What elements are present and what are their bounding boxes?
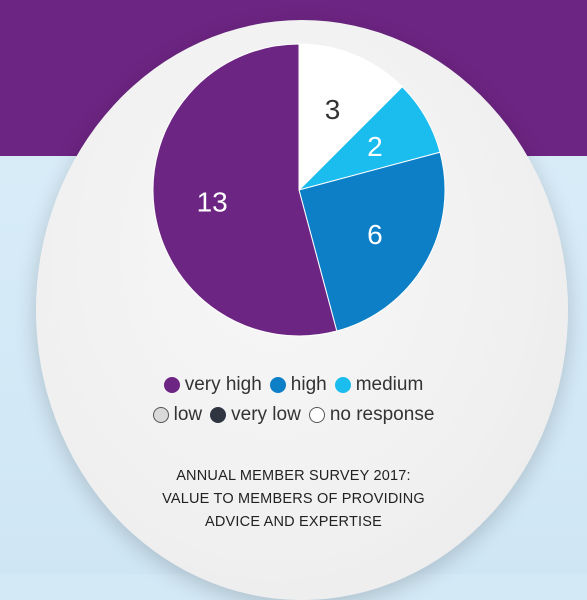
legend-label-no-response: no response xyxy=(329,404,435,425)
pie-slice-no-response xyxy=(298,43,403,192)
legend: very high high medium low very low no re… xyxy=(0,374,587,434)
legend-swatch-no-response xyxy=(308,407,325,423)
caption-line-2: VALUE TO MEMBERS OF PROVIDING xyxy=(162,491,425,507)
legend-swatch-medium xyxy=(334,377,351,393)
legend-label-very-high: very high xyxy=(184,374,262,395)
legend-swatch-very-high xyxy=(163,377,180,393)
caption-line-3: ADVICE AND EXPERTISE xyxy=(205,514,382,530)
pie-label-very-high: 13 xyxy=(197,186,228,217)
legend-swatch-very-low xyxy=(210,407,227,423)
pie-label-no-response: 3 xyxy=(325,94,341,125)
legend-swatch-low xyxy=(152,407,169,423)
legend-item-very-low: very low xyxy=(210,404,301,426)
legend-label-very-low: very low xyxy=(231,404,301,425)
legend-item-low: low xyxy=(152,404,203,426)
legend-item-no-response: no response xyxy=(308,404,435,426)
legend-row-1: very high high medium xyxy=(0,374,587,396)
legend-item-very-high: very high xyxy=(163,374,262,396)
legend-label-high: high xyxy=(290,374,327,395)
caption-line-1: ANNUAL MEMBER SURVEY 2017: xyxy=(176,468,411,484)
chart-caption: ANNUAL MEMBER SURVEY 2017: VALUE TO MEMB… xyxy=(0,465,587,534)
pie-slice-very-high xyxy=(152,43,338,337)
legend-item-high: high xyxy=(269,374,327,396)
pie-label-high: 6 xyxy=(367,219,383,250)
legend-swatch-high xyxy=(269,377,286,393)
legend-row-2: low very low no response xyxy=(0,404,587,426)
pie-chart: 32 6 13 xyxy=(152,43,446,337)
legend-item-medium: medium xyxy=(334,374,424,396)
pie-slice-high xyxy=(298,151,446,332)
pie-label-medium: 2 xyxy=(367,131,383,162)
legend-label-low: low xyxy=(173,404,203,425)
legend-label-medium: medium xyxy=(355,374,424,395)
